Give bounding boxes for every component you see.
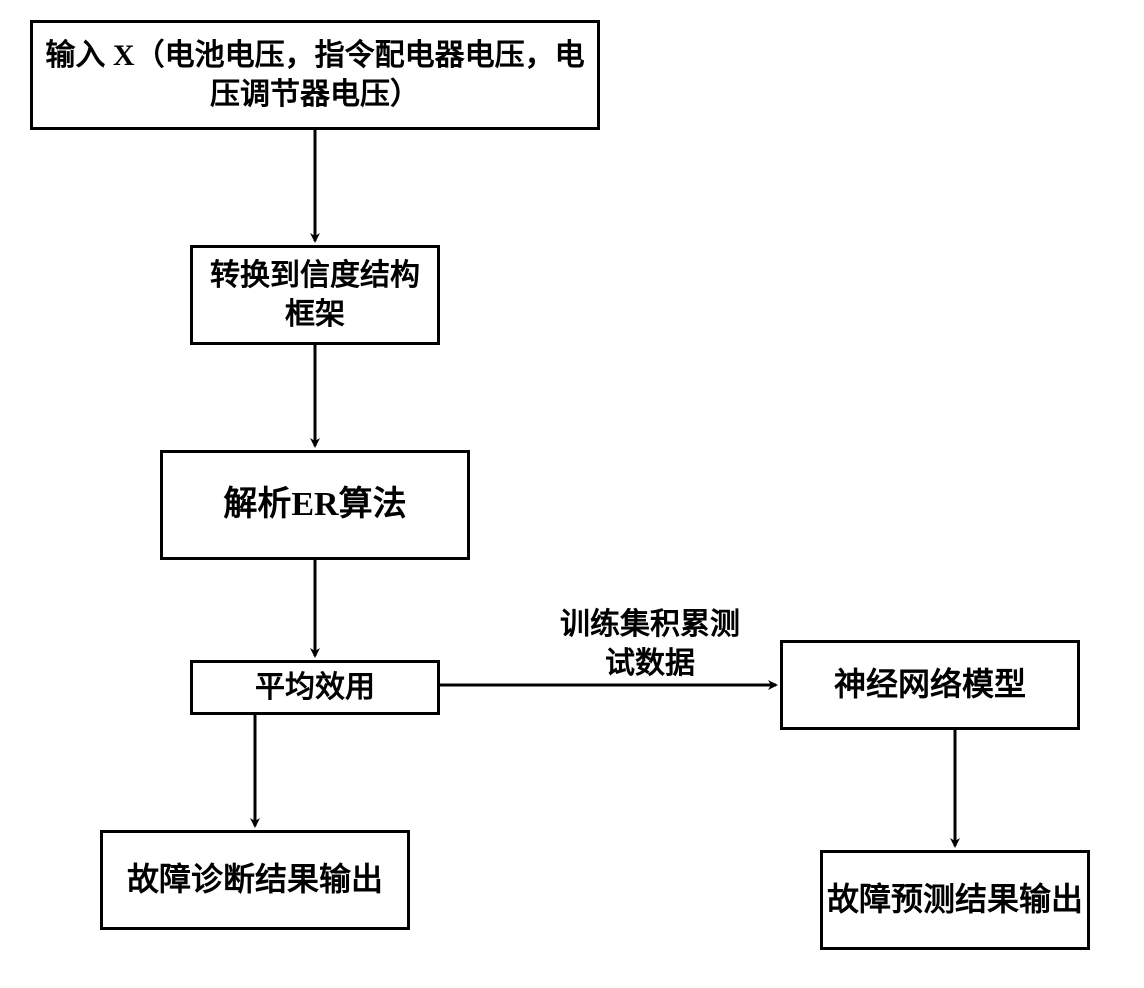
node-avg-utility: 平均效用	[190, 660, 440, 715]
node-prediction-output: 故障预测结果输出	[820, 850, 1090, 950]
node-label: 解析ER算法	[223, 483, 406, 527]
node-label: 故障预测结果输出	[827, 879, 1083, 921]
node-label: 故障诊断结果输出	[127, 859, 383, 901]
edge-label-text: 训练集积累测试数据	[560, 608, 740, 680]
node-diagnosis-output: 故障诊断结果输出	[100, 830, 410, 930]
node-label: 转换到信度结构框架	[197, 256, 433, 334]
node-er-algorithm: 解析ER算法	[160, 450, 470, 560]
node-label: 输入 X（电池电压，指令配电器电压，电压调节器电压）	[37, 36, 593, 114]
node-nn-model: 神经网络模型	[780, 640, 1080, 730]
node-input-x: 输入 X（电池电压，指令配电器电压，电压调节器电压）	[30, 20, 600, 130]
edge-label-train-test: 训练集积累测试数据	[560, 605, 740, 683]
node-convert-belief: 转换到信度结构框架	[190, 245, 440, 345]
node-label: 平均效用	[255, 668, 375, 707]
node-label: 神经网络模型	[834, 664, 1026, 706]
